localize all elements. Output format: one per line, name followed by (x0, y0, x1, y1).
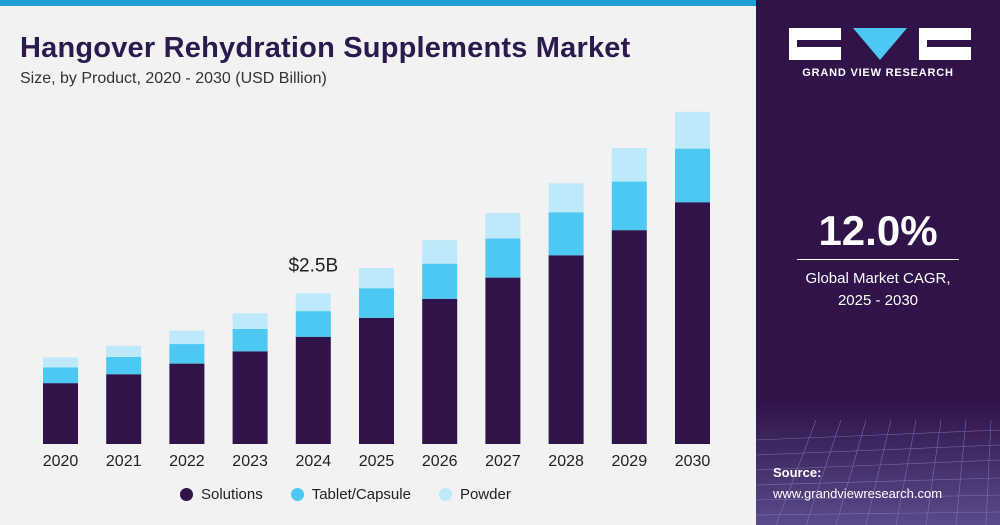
legend: Solutions Tablet/Capsule Powder (180, 486, 511, 503)
legend-label-tablet-capsule: Tablet/Capsule (311, 486, 411, 503)
bar-solutions-2021 (106, 374, 142, 444)
chart-panel: Hangover Rehydration Supplements Market … (0, 0, 756, 525)
x-tick-label-2025: 2025 (359, 453, 395, 470)
bar-tablet-capsule-2023 (232, 328, 268, 352)
bar-powder-2020 (43, 357, 78, 368)
bar-solutions-2029 (611, 230, 647, 444)
bar-solutions-2022 (169, 363, 205, 444)
x-tick-label-2030: 2030 (675, 453, 711, 470)
bar-powder-2022 (169, 330, 205, 345)
legend-item-solutions: Solutions (180, 486, 263, 503)
legend-swatch-solutions (180, 488, 193, 501)
legend-swatch-powder (438, 488, 452, 501)
bar-tablet-capsule-2030 (675, 148, 710, 203)
cagr-label-line2: 2025 - 2030 (837, 292, 919, 309)
x-tick-label-2020: 2020 (43, 453, 79, 470)
source-label: Source: (773, 465, 822, 480)
annotation-2024: $2.5B (288, 255, 338, 276)
bar-powder-2030 (675, 111, 710, 149)
x-tick-label-2023: 2023 (232, 453, 268, 470)
x-tick-label-2027: 2027 (485, 453, 521, 470)
cagr-value: 12.0% (818, 207, 938, 254)
bar-solutions-2030 (675, 202, 710, 444)
bar-solutions-2023 (232, 351, 268, 444)
info-sidebar: GRAND VIEW RESEARCH 12.0% Global Market … (756, 0, 1000, 525)
bar-powder-2028 (548, 183, 584, 213)
x-tick-label-2021: 2021 (106, 453, 142, 470)
bar-powder-2023 (232, 313, 268, 329)
bar-solutions-2027 (485, 277, 521, 444)
bar-solutions-2025 (359, 317, 394, 444)
bar-solutions-2028 (548, 255, 584, 444)
x-tick-label-2028: 2028 (548, 453, 584, 470)
source-url[interactable]: www.grandviewresearch.com (773, 486, 943, 501)
legend-label-powder: Powder (459, 486, 511, 503)
bar-tablet-capsule-2020 (43, 367, 78, 384)
cagr-label: Global Market CAGR, 2025 - 2030 (756, 268, 1000, 312)
decorative-grid (756, 400, 1000, 525)
bar-powder-2024 (295, 293, 331, 312)
chart-subtitle: Size, by Product, 2020 - 2030 (USD Billi… (20, 70, 327, 87)
gvr-logo-icon (789, 28, 971, 60)
bar-powder-2029 (611, 148, 647, 182)
x-tick-label-2029: 2029 (612, 453, 648, 470)
bar-solutions-2020 (43, 383, 78, 444)
legend-label-solutions: Solutions (201, 486, 263, 503)
bar-tablet-capsule-2022 (169, 344, 205, 364)
chart-title: Hangover Rehydration Supplements Market (20, 32, 631, 64)
x-tick-label-2024: 2024 (296, 453, 332, 470)
bar-powder-2021 (106, 345, 142, 357)
legend-item-tablet-capsule: Tablet/Capsule (290, 486, 411, 503)
bar-tablet-capsule-2028 (548, 212, 584, 256)
cagr-label-line1: Global Market CAGR, (805, 270, 951, 287)
bar-solutions-2026 (422, 298, 458, 444)
bar-tablet-capsule-2024 (295, 311, 331, 337)
bar-solutions-2024 (295, 336, 331, 444)
legend-swatch-tablet-capsule (290, 488, 304, 501)
x-tick-label-2026: 2026 (422, 453, 458, 470)
bar-tablet-capsule-2025 (359, 288, 394, 318)
bar-powder-2026 (422, 240, 458, 264)
brand-name: GRAND VIEW RESEARCH (802, 67, 954, 79)
x-tick-label-2022: 2022 (169, 453, 205, 470)
bar-tablet-capsule-2026 (422, 263, 458, 299)
bar-tablet-capsule-2027 (485, 238, 521, 278)
bar-tablet-capsule-2021 (106, 356, 142, 375)
bar-powder-2025 (359, 268, 394, 289)
bar-powder-2027 (485, 212, 521, 239)
cagr-divider (797, 259, 959, 260)
bar-tablet-capsule-2029 (611, 181, 647, 231)
bar-chart: 2020 2021 2022 2023 2024 2025 2026 2027 2028 2029… (43, 111, 711, 470)
legend-item-powder: Powder (438, 486, 511, 503)
